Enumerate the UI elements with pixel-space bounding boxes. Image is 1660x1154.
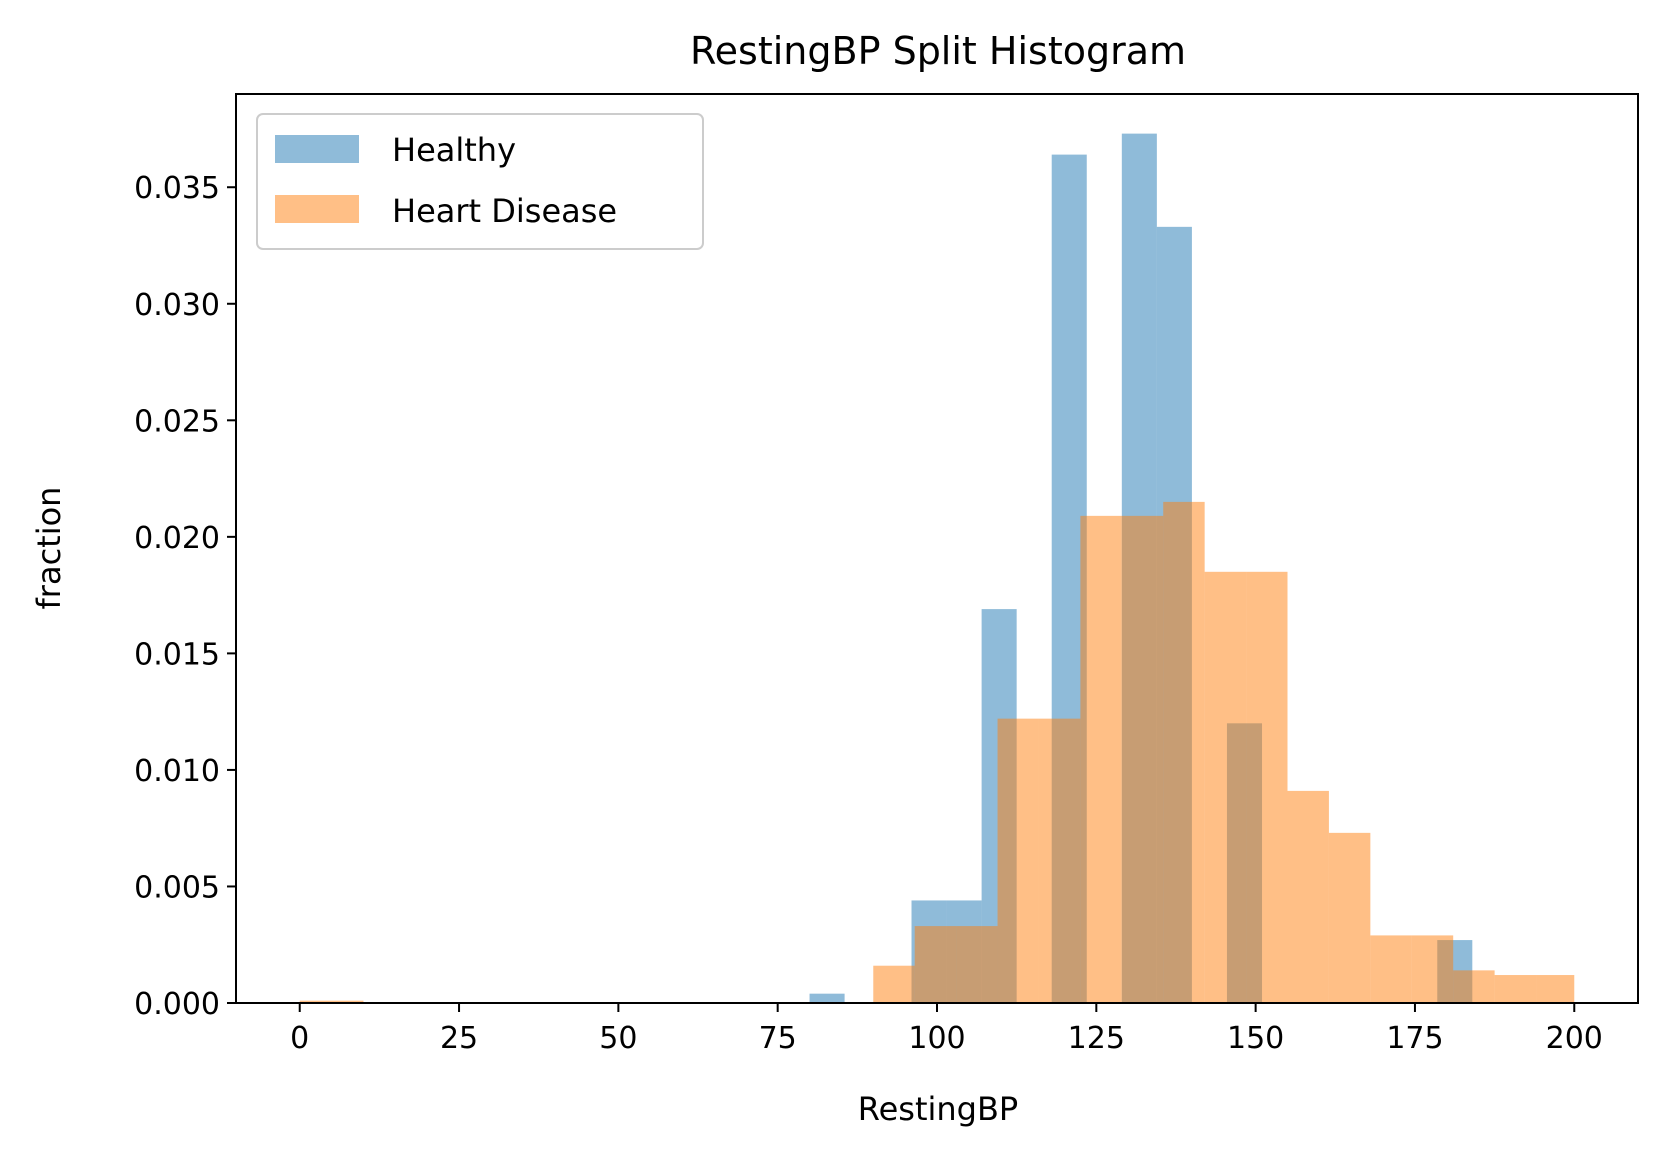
histogram-bar <box>1246 571 1288 1003</box>
y-tick-label: 0.000 <box>134 987 220 1022</box>
y-tick-label: 0.030 <box>134 288 220 323</box>
histogram-bar <box>873 965 915 1003</box>
legend-label-healthy: Healthy <box>392 131 516 169</box>
histogram-bar <box>1038 718 1081 1003</box>
y-tick-label: 0.020 <box>134 521 220 556</box>
legend-swatch-healthy <box>275 135 359 163</box>
legend-label-heart-disease: Heart Disease <box>392 192 617 230</box>
histogram-bar <box>997 718 1039 1003</box>
histogram-bar <box>1453 970 1495 1003</box>
legend: Healthy Heart Disease <box>256 113 704 250</box>
histogram-bar <box>1163 501 1205 1003</box>
x-tick-label: 0 <box>290 1021 309 1056</box>
x-tick-label: 25 <box>440 1021 478 1056</box>
y-tick-label: 0.035 <box>134 171 220 206</box>
x-axis-label: RestingBP <box>858 1090 1018 1128</box>
histogram-bar <box>809 993 845 1003</box>
legend-frame <box>256 113 704 250</box>
x-tick-label: 150 <box>1227 1021 1284 1056</box>
histogram-bar <box>914 926 957 1003</box>
histogram-bar <box>299 1000 364 1003</box>
histogram-bar <box>1370 935 1412 1003</box>
y-axis-label: fraction <box>30 487 68 610</box>
x-tick-label: 75 <box>759 1021 797 1056</box>
histogram-bar <box>1121 515 1164 1003</box>
histogram-bar <box>1204 571 1247 1003</box>
y-axis: 0.000 0.005 0.010 0.015 0.020 0.025 0.030 0.035 <box>134 171 236 1022</box>
histogram-bar <box>1328 832 1371 1003</box>
y-tick-label: 0.015 <box>134 637 220 672</box>
series-1-bars <box>299 501 1575 1003</box>
x-tick-label: 50 <box>599 1021 637 1056</box>
x-tick-label: 200 <box>1546 1021 1603 1056</box>
y-tick-label: 0.005 <box>134 870 220 905</box>
x-tick-label: 100 <box>908 1021 965 1056</box>
histogram-bar <box>1536 975 1575 1003</box>
y-tick-label: 0.010 <box>134 754 220 789</box>
histogram-bar <box>1411 935 1454 1003</box>
histogram-bar <box>956 926 998 1003</box>
histogram-bar <box>1080 515 1122 1003</box>
histogram-bar <box>1494 975 1537 1003</box>
legend-swatch-heart-disease <box>275 195 359 223</box>
chart-title: RestingBP Split Histogram <box>690 29 1186 73</box>
histogram-bar <box>1287 790 1329 1003</box>
x-tick-label: 125 <box>1068 1021 1125 1056</box>
x-tick-label: 175 <box>1386 1021 1443 1056</box>
bars-layer <box>299 133 1575 1004</box>
x-axis: 0 25 50 75 100 125 150 175 200 <box>290 1003 1603 1056</box>
y-tick-label: 0.025 <box>134 404 220 439</box>
